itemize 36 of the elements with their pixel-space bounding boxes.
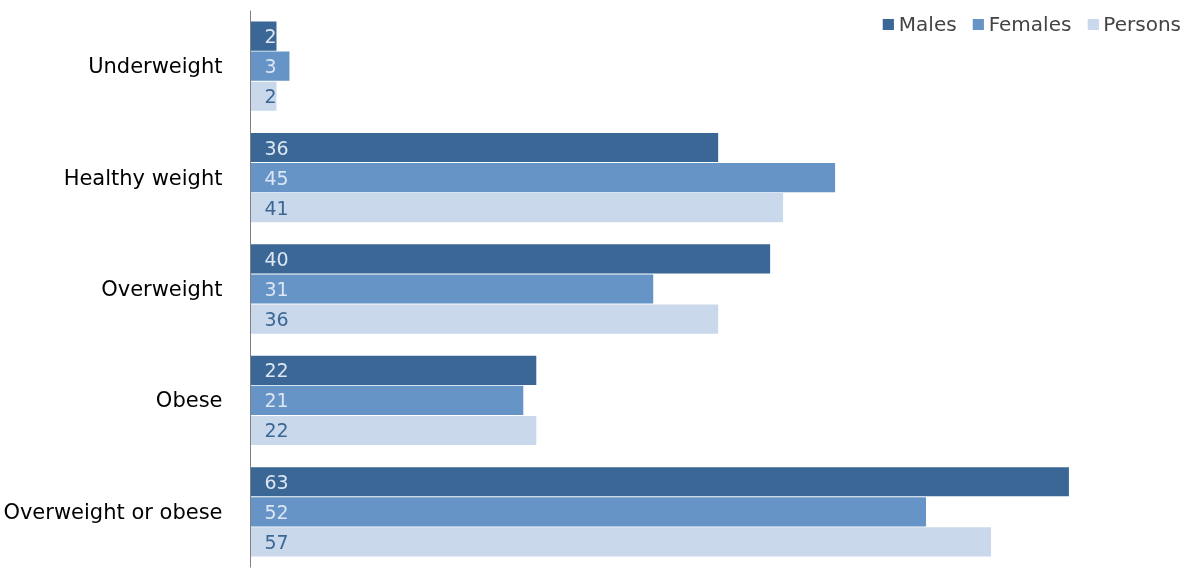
data-label: 22 [264, 359, 289, 382]
bar [250, 497, 927, 527]
data-label: 36 [264, 308, 289, 331]
data-label: 21 [264, 389, 289, 412]
data-label: 63 [264, 470, 289, 493]
data-label: 2 [264, 25, 277, 48]
y-tick-label: Obese [155, 388, 223, 413]
bar [250, 132, 719, 163]
data-label: 3 [264, 55, 277, 78]
legend-label: Females [988, 12, 1072, 36]
legend-label: Persons [1103, 12, 1181, 36]
data-label: 40 [264, 247, 289, 270]
data-label: 57 [264, 530, 289, 553]
y-tick-label: Overweight or obese [3, 499, 223, 524]
bar [250, 193, 784, 223]
bar [250, 304, 719, 334]
data-label: 41 [264, 196, 289, 219]
legend-label: Males [898, 12, 957, 36]
data-label: 52 [264, 500, 289, 523]
y-tick-label: Underweight [88, 54, 223, 79]
bar [250, 385, 524, 415]
data-label: 2 [264, 85, 277, 108]
data-label: 22 [264, 419, 289, 442]
data-label: 45 [264, 166, 289, 189]
y-tick-label: Overweight [101, 277, 223, 301]
bar [250, 415, 537, 446]
data-label: 36 [264, 136, 289, 159]
y-tick-label: Healthy weight [63, 165, 223, 190]
bar [250, 51, 290, 81]
bar [250, 274, 654, 304]
data-label: 31 [264, 278, 289, 300]
bar [250, 527, 991, 557]
bar [250, 467, 1069, 497]
bar [250, 163, 836, 193]
bar [250, 244, 771, 274]
bar [250, 355, 537, 385]
